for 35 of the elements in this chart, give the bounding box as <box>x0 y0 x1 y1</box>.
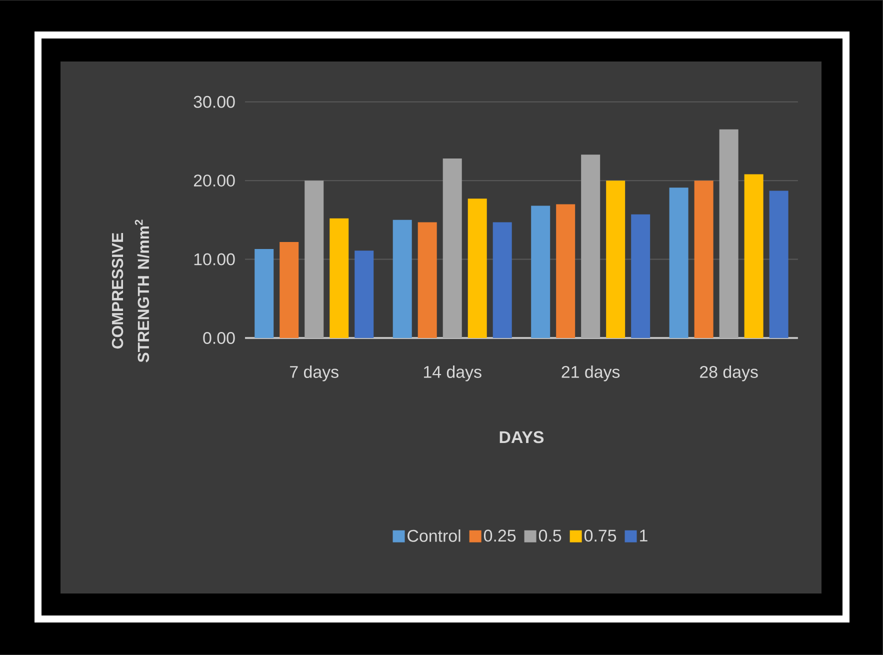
bar <box>468 198 487 338</box>
bar <box>556 204 576 338</box>
bar <box>531 206 550 338</box>
x-tick-label: 14 days <box>424 366 482 382</box>
bar <box>418 222 437 338</box>
x-tick-label: 21 days <box>562 366 620 382</box>
bar <box>769 190 788 338</box>
bar <box>442 158 462 338</box>
bar <box>492 222 512 338</box>
legend-label: Control <box>408 529 460 542</box>
x-tick-label: 28 days <box>700 366 758 382</box>
y-tick-label: 30.00 <box>194 96 235 108</box>
y-axis-title: COMPRESSIVE STRENGTH N/mm$^{2}$ <box>112 220 150 362</box>
legend-label: 1 <box>640 530 648 542</box>
y-tick-label: 20.00 <box>194 174 235 187</box>
bar <box>280 242 299 338</box>
legend-label: 0.5 <box>538 530 562 542</box>
bar <box>744 174 764 338</box>
bar <box>669 188 688 338</box>
bar <box>330 218 349 338</box>
bar <box>304 180 324 338</box>
bar <box>606 180 626 338</box>
bar <box>392 220 412 338</box>
x-tick-label: 7 days <box>290 366 338 382</box>
bar <box>694 180 714 338</box>
legend-label: 0.25 <box>484 530 516 542</box>
bar <box>354 250 374 338</box>
bar <box>581 154 600 338</box>
y-tick-label: 0.00 <box>203 332 235 344</box>
bar <box>719 129 738 338</box>
bar <box>631 214 650 338</box>
y-tick-label: 10.00 <box>194 253 235 266</box>
x-axis-title: DAYS <box>500 431 544 444</box>
legend-label: 0.75 <box>584 530 616 542</box>
bar <box>254 249 274 338</box>
